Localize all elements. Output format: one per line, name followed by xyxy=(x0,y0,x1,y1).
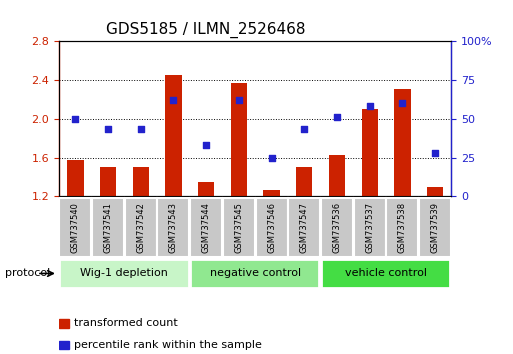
FancyBboxPatch shape xyxy=(321,198,353,257)
FancyBboxPatch shape xyxy=(190,198,222,257)
FancyBboxPatch shape xyxy=(321,259,450,288)
Text: protocol: protocol xyxy=(5,268,50,279)
Point xyxy=(267,155,275,160)
Point xyxy=(169,97,177,103)
Bar xyxy=(59,319,69,328)
FancyBboxPatch shape xyxy=(60,198,91,257)
Text: GSM737538: GSM737538 xyxy=(398,202,407,253)
FancyBboxPatch shape xyxy=(288,198,320,257)
FancyBboxPatch shape xyxy=(190,259,319,288)
Text: GSM737543: GSM737543 xyxy=(169,202,178,253)
Point xyxy=(333,114,341,120)
Bar xyxy=(198,182,214,196)
Text: GSM737541: GSM737541 xyxy=(104,202,112,253)
Bar xyxy=(100,167,116,196)
Bar xyxy=(165,75,182,196)
Text: GSM737542: GSM737542 xyxy=(136,202,145,253)
Point xyxy=(431,150,439,156)
Bar xyxy=(329,155,345,196)
Bar xyxy=(263,190,280,196)
Point xyxy=(235,97,243,103)
Text: negative control: negative control xyxy=(210,268,301,279)
FancyBboxPatch shape xyxy=(157,198,189,257)
Text: GSM737536: GSM737536 xyxy=(332,202,342,253)
Point xyxy=(71,116,80,121)
Bar xyxy=(394,90,410,196)
Bar xyxy=(362,109,378,196)
Bar xyxy=(296,167,312,196)
FancyBboxPatch shape xyxy=(419,198,451,257)
Bar xyxy=(231,82,247,196)
Text: Wig-1 depletion: Wig-1 depletion xyxy=(81,268,168,279)
Point xyxy=(136,127,145,132)
Point xyxy=(366,103,374,109)
Text: GSM737547: GSM737547 xyxy=(300,202,309,253)
Bar xyxy=(67,160,84,196)
Text: GDS5185 / ILMN_2526468: GDS5185 / ILMN_2526468 xyxy=(106,22,306,38)
FancyBboxPatch shape xyxy=(223,198,255,257)
Text: GSM737537: GSM737537 xyxy=(365,202,374,253)
FancyBboxPatch shape xyxy=(255,198,288,257)
FancyBboxPatch shape xyxy=(386,198,419,257)
Text: GSM737546: GSM737546 xyxy=(267,202,276,253)
Text: vehicle control: vehicle control xyxy=(345,268,427,279)
FancyBboxPatch shape xyxy=(59,259,188,288)
FancyBboxPatch shape xyxy=(353,198,386,257)
Text: GSM737540: GSM737540 xyxy=(71,202,80,253)
Point xyxy=(398,100,406,106)
FancyBboxPatch shape xyxy=(92,198,124,257)
Text: transformed count: transformed count xyxy=(74,318,177,329)
Text: GSM737539: GSM737539 xyxy=(430,202,440,253)
Point xyxy=(300,127,308,132)
Point xyxy=(104,127,112,132)
Text: GSM737544: GSM737544 xyxy=(202,202,211,253)
Bar xyxy=(427,187,443,196)
Point xyxy=(202,142,210,148)
FancyBboxPatch shape xyxy=(125,198,157,257)
Bar xyxy=(132,167,149,196)
Text: percentile rank within the sample: percentile rank within the sample xyxy=(74,340,262,350)
Text: GSM737545: GSM737545 xyxy=(234,202,243,253)
Bar xyxy=(59,341,69,349)
